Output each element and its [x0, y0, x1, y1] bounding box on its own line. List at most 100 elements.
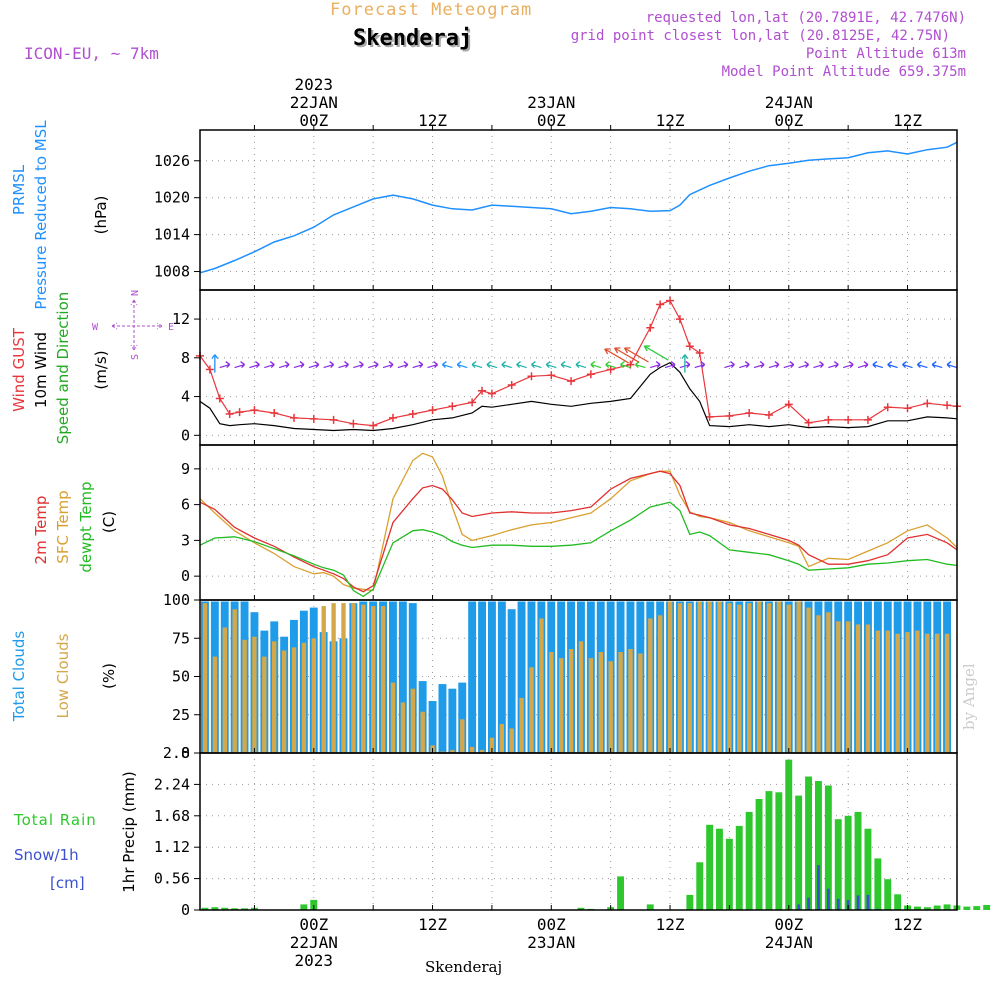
bottom-time-label: 00Z [537, 915, 566, 934]
model-label: ICON-EU, ~ 7km [24, 44, 159, 63]
y-tick-label: 0 [181, 426, 190, 444]
gust-point [388, 413, 397, 422]
rain-bar [973, 906, 981, 910]
top-time-label: 00Z [299, 111, 328, 130]
rain-bar [241, 908, 248, 910]
y-tick-label: 75 [172, 629, 190, 647]
top-time-label: 2023 [295, 75, 334, 94]
gust-point [705, 412, 714, 421]
low-cloud-bar [559, 658, 564, 753]
y-tick-label: 2.8 [163, 744, 190, 762]
model-altitude: Model Point Altitude 659.375m [721, 64, 966, 80]
rain-bar [864, 828, 872, 910]
low-cloud-bar [875, 630, 881, 753]
requested-coords: requested lon,lat (20.7891E, 42.7476N) [645, 10, 966, 26]
rain-bar [854, 811, 862, 910]
gust-point [225, 410, 234, 418]
wind-direction-arrow [545, 361, 557, 369]
low-cloud-bar [272, 641, 277, 753]
low-cloud-bar [766, 603, 772, 753]
gust-point [883, 403, 892, 412]
y-tick-label: 1.68 [154, 807, 190, 825]
bottom-time-label: 24JAN [765, 933, 813, 952]
compass-rose [111, 299, 163, 351]
low-cloud-bar [341, 603, 346, 753]
wind-direction-arrow [427, 361, 439, 369]
gust-point [646, 323, 655, 332]
low-cloud-bar [925, 633, 930, 753]
rain-bar [686, 894, 694, 910]
low-cloud-bar [509, 728, 514, 753]
wind-direction-arrow [590, 361, 602, 369]
sfc-temp-line [199, 452, 958, 592]
rain-bar [706, 824, 714, 910]
cloud-unit: (%) [100, 663, 118, 689]
total-cloud-bar [398, 601, 407, 753]
low-cloud-bar [648, 618, 653, 753]
rain-bar [300, 904, 308, 910]
wind-direction-arrow [278, 361, 290, 369]
compass-n: N [130, 290, 141, 296]
wind-direction-arrow [664, 361, 676, 369]
snow-label: Snow/1h [14, 846, 79, 864]
top-time-label: 00Z [774, 111, 803, 130]
gust-point [844, 415, 853, 424]
wind-direction-arrow [382, 361, 394, 369]
gust-point [290, 413, 299, 422]
total-cloud-bar [458, 682, 467, 753]
low-cloud-bar [479, 749, 485, 753]
low-cloud-bar [806, 607, 811, 753]
top-time-label: 23JAN [527, 93, 575, 112]
rain-label: Total Rain [13, 811, 97, 829]
rain-bar [914, 906, 921, 910]
gust-point [507, 380, 516, 389]
point-altitude: Point Altitude 613m [805, 46, 966, 62]
wind-direction-arrow [650, 361, 661, 369]
wind-direction-arrow [623, 347, 649, 363]
rain-bar [211, 907, 219, 910]
bottom-time-label: 00Z [299, 915, 328, 934]
gust-point [863, 415, 872, 424]
temp-unit: (C) [100, 511, 118, 533]
wind-direction-arrow [916, 361, 928, 369]
rain-bar [815, 781, 822, 910]
y-tick-label: 3 [181, 531, 190, 549]
gust-point [205, 365, 214, 374]
snow-bar [817, 865, 820, 910]
snow-bar [836, 898, 840, 910]
bottom-time-label: 00Z [774, 915, 803, 934]
dewpt-label: dewpt Temp [77, 481, 95, 572]
temp2m-label: 2m Temp [32, 496, 50, 565]
low-cloud-label: Low Clouds [54, 633, 72, 718]
temp2m-line [199, 470, 958, 593]
y-tick-label: 0 [181, 901, 190, 919]
total-cloud-bar [517, 601, 526, 753]
wind-direction-arrow [219, 361, 231, 369]
wind-unit: (m/s) [92, 350, 110, 389]
low-cloud-bar [836, 621, 841, 753]
dewpt-line [199, 501, 958, 598]
bottom-time-label: 22JAN [290, 933, 338, 952]
low-cloud-bar [529, 667, 534, 753]
low-cloud-bar [489, 737, 495, 753]
low-cloud-bar [420, 711, 425, 753]
gust-label: Wind GUST [10, 327, 28, 412]
low-cloud-bar [291, 647, 297, 753]
low-cloud-bar [519, 697, 524, 753]
wind-direction-arrow [872, 361, 884, 369]
compass-s: S [130, 354, 141, 360]
wind-direction-arrow [367, 361, 379, 369]
snow-bar [827, 888, 830, 910]
low-cloud-bar [549, 652, 554, 753]
y-tick-label: 25 [172, 706, 190, 724]
rain-bar [874, 858, 882, 910]
low-cloud-bar [677, 603, 683, 753]
y-tick-label: 2.24 [154, 775, 190, 793]
pressure-unit: (hPa) [92, 196, 110, 235]
gust-point [349, 419, 358, 428]
low-cloud-bar [202, 603, 208, 753]
wind-direction-arrow [605, 361, 616, 369]
low-cloud-bar [281, 650, 287, 753]
bottom-time-label: 12Z [893, 915, 922, 934]
